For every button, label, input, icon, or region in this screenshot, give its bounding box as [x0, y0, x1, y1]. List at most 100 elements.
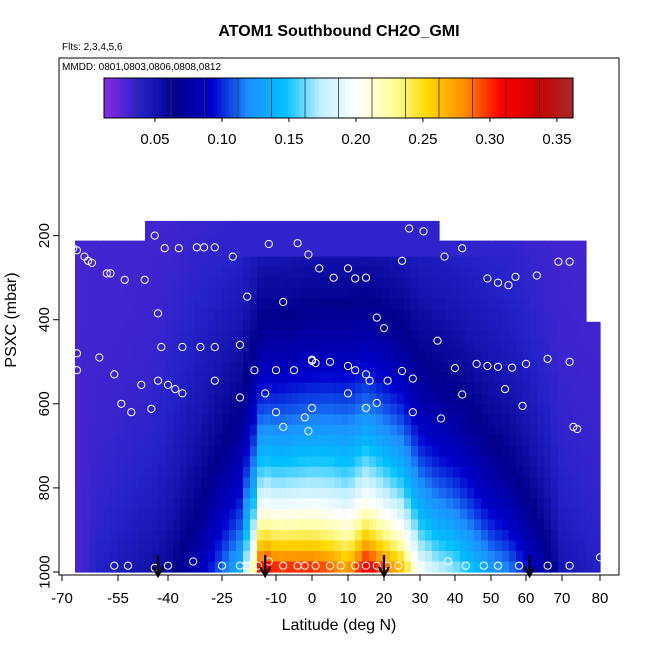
field-cell [551, 361, 559, 373]
colorbar-tick-label: 0.25 [408, 131, 437, 148]
field-cell [180, 382, 188, 394]
field-cell [565, 519, 573, 531]
field-cell [124, 319, 132, 331]
field-cell [516, 319, 524, 331]
field-cell [236, 445, 244, 457]
field-cell [432, 330, 440, 342]
field-cell [271, 319, 279, 331]
field-cell [313, 456, 321, 468]
field-cell [250, 288, 258, 300]
field-cell [110, 382, 118, 394]
field-cell [432, 235, 440, 247]
field-cell [166, 309, 174, 321]
field-cell [509, 466, 517, 478]
field-cell [397, 393, 405, 405]
field-cell [292, 456, 300, 468]
field-cell [397, 540, 405, 552]
field-cell [432, 220, 440, 226]
field-cell [453, 393, 461, 405]
field-cell [572, 382, 580, 394]
field-cell [383, 235, 391, 247]
field-cell [166, 466, 174, 478]
field-cell [523, 561, 531, 573]
field-cell [558, 519, 566, 531]
colorbar-swatch [475, 78, 480, 118]
field-cell [110, 414, 118, 426]
field-cell [236, 288, 244, 300]
field-cell [369, 393, 377, 405]
field-cell [222, 267, 230, 279]
field-cell [544, 477, 552, 489]
colorbar-swatch [229, 78, 234, 118]
colorbar-swatch [494, 78, 500, 118]
field-cell [299, 403, 307, 415]
field-cell [467, 445, 475, 457]
field-cell [229, 220, 237, 226]
field-cell [593, 445, 601, 457]
field-cell [397, 487, 405, 499]
field-cell [348, 530, 356, 542]
field-cell [89, 298, 97, 310]
field-cell [481, 414, 489, 426]
field-cell [117, 445, 125, 457]
field-cell [124, 551, 132, 563]
field-cell [215, 530, 223, 542]
field-cell [103, 477, 111, 489]
field-cell [593, 340, 601, 352]
field-cell [250, 235, 258, 247]
field-cell [75, 414, 83, 426]
field-cell [285, 330, 293, 342]
field-cell [285, 277, 293, 289]
field-cell [404, 561, 412, 573]
field-cell [495, 382, 503, 394]
field-cell [243, 330, 251, 342]
field-cell [565, 351, 573, 363]
field-cell [467, 424, 475, 436]
colorbar-swatch [232, 78, 238, 118]
field-cell [320, 414, 328, 426]
field-cell [166, 235, 174, 247]
field-cell [271, 225, 279, 237]
field-cell [516, 267, 524, 279]
field-cell [124, 424, 132, 436]
field-cell [474, 435, 482, 447]
field-cell [89, 466, 97, 478]
field-cell [341, 508, 349, 520]
field-cell [215, 225, 223, 237]
field-cell [278, 372, 286, 384]
colorbar-swatch [502, 78, 508, 118]
aircraft-point [372, 561, 381, 570]
field-cell [271, 267, 279, 279]
field-cell [236, 220, 244, 226]
field-cell [180, 540, 188, 552]
field-cell [180, 435, 188, 447]
field-cell [124, 298, 132, 310]
field-cell [572, 561, 580, 573]
field-cell [117, 403, 125, 415]
field-cell [159, 445, 167, 457]
field-cell [481, 498, 489, 510]
aircraft-point [336, 561, 345, 570]
field-cell [117, 508, 125, 520]
field-cell [474, 309, 482, 321]
field-cell [278, 519, 286, 531]
field-cell [243, 445, 251, 457]
field-cell [523, 309, 531, 321]
field-cell [355, 519, 363, 531]
field-cell [418, 466, 426, 478]
field-cell [264, 220, 272, 226]
field-cell [124, 414, 132, 426]
field-cell [187, 424, 195, 436]
field-cell [488, 551, 496, 563]
field-cell [250, 414, 258, 426]
field-cell [89, 319, 97, 331]
field-cell [159, 288, 167, 300]
x-tick-label: -25 [211, 590, 233, 607]
field-cell [579, 240, 587, 247]
field-cell [376, 487, 384, 499]
field-cell [152, 540, 160, 552]
field-cell [376, 319, 384, 331]
field-cell [145, 403, 153, 415]
field-cell [173, 435, 181, 447]
field-cell [544, 540, 552, 552]
